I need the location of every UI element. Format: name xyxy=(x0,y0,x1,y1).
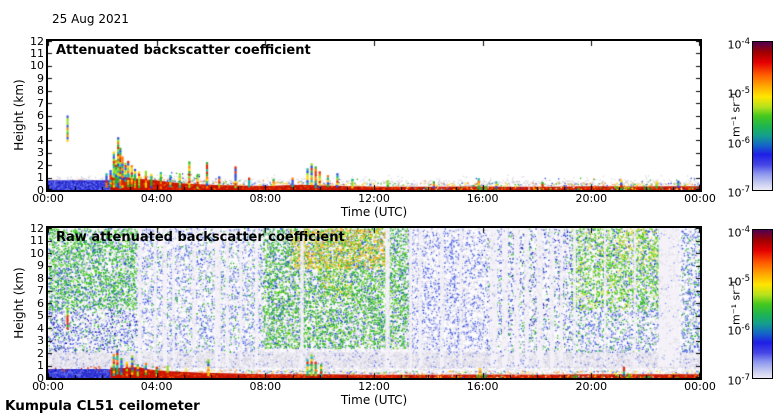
y-tick-label: 12 xyxy=(30,34,44,48)
x-tick-label: 08:00 xyxy=(249,192,282,205)
colorbar-tick-label: 10-5 xyxy=(727,86,750,101)
y-tick-label: 10 xyxy=(30,59,44,73)
colorbar-tick-label: 10-5 xyxy=(727,274,750,289)
colorbar-tick-label: 10-6 xyxy=(727,136,750,151)
x-tick-label: 20:00 xyxy=(575,192,608,205)
x-tick-label: 00:00 xyxy=(32,380,64,393)
x-tick-label: 00:00 xyxy=(684,380,716,393)
y-tick-label: 0 xyxy=(37,371,44,385)
x-tick-label: 08:00 xyxy=(249,380,282,393)
y-tick-label: 1 xyxy=(37,171,44,185)
y-tick-label: 6 xyxy=(37,109,44,122)
y-tick-label: 4 xyxy=(37,321,44,335)
y-tick-label: 7 xyxy=(37,96,44,110)
colorbar-raw xyxy=(752,229,773,379)
panel-raw-title: Raw attenuated backscatter coefficient xyxy=(56,230,345,245)
colorbar-attenuated xyxy=(752,41,773,191)
y-tick-label: 10 xyxy=(30,246,44,260)
x-tick-label: 20:00 xyxy=(575,380,608,393)
y-tick-label: 9 xyxy=(37,71,44,85)
colorbar-tick-label: 10-4 xyxy=(727,37,750,52)
y-tick-label: 4 xyxy=(37,133,44,147)
y-tick-label: 12 xyxy=(30,221,44,235)
date-label: 25 Aug 2021 xyxy=(52,12,129,26)
y-tick-label: 11 xyxy=(30,46,44,60)
time-axis-label-bottom: Time (UTC) xyxy=(340,393,408,407)
y-tick-label: 7 xyxy=(37,284,44,297)
y-tick-label: 0 xyxy=(37,183,44,197)
colorbar-unit-label-bottom: m⁻¹ sr⁻¹ xyxy=(729,280,743,325)
panel-raw: Raw attenuated backscatter coefficient xyxy=(46,226,702,380)
heatmap-canvas-raw xyxy=(48,228,700,378)
y-tick-label: 6 xyxy=(37,296,44,310)
colorbar-unit-label-top: m⁻¹ sr⁻¹ xyxy=(729,92,743,137)
panel-attenuated-title: Attenuated backscatter coefficient xyxy=(56,43,311,58)
x-tick-label: 00:00 xyxy=(684,192,716,205)
panel-attenuated: Attenuated backscatter coefficient xyxy=(46,39,702,192)
colorbar-tick-label: 10-6 xyxy=(727,323,750,338)
colorbar-tick-label: 10-4 xyxy=(727,225,750,240)
instrument-label: Kumpula CL51 ceilometer xyxy=(5,398,200,414)
y-tick-label: 11 xyxy=(30,234,44,247)
y-tick-label: 3 xyxy=(37,334,44,347)
y-tick-label: 3 xyxy=(37,146,44,160)
y-tick-label: 5 xyxy=(37,121,44,135)
y-tick-label: 8 xyxy=(37,84,44,98)
x-tick-label: 16:00 xyxy=(466,192,499,205)
time-axis-label-top: Time (UTC) xyxy=(340,205,408,219)
y-tick-label: 2 xyxy=(37,158,44,172)
y-tick-label: 5 xyxy=(37,309,44,322)
x-tick-label: 16:00 xyxy=(466,380,499,393)
y-tick-label: 8 xyxy=(37,271,44,285)
colorbar-tick-label: 10-7 xyxy=(727,185,750,200)
x-tick-label: 12:00 xyxy=(358,192,390,205)
x-tick-label: 04:00 xyxy=(140,380,173,393)
colorbar-tick-label: 10-7 xyxy=(727,373,750,388)
x-tick-label: 04:00 xyxy=(140,192,173,205)
y-tick-label: 9 xyxy=(37,259,44,272)
x-tick-label: 12:00 xyxy=(358,380,390,393)
y-tick-label: 1 xyxy=(37,359,44,372)
x-tick-label: 00:00 xyxy=(32,192,64,205)
y-tick-label: 2 xyxy=(37,346,44,360)
heatmap-canvas-attenuated xyxy=(48,41,700,190)
